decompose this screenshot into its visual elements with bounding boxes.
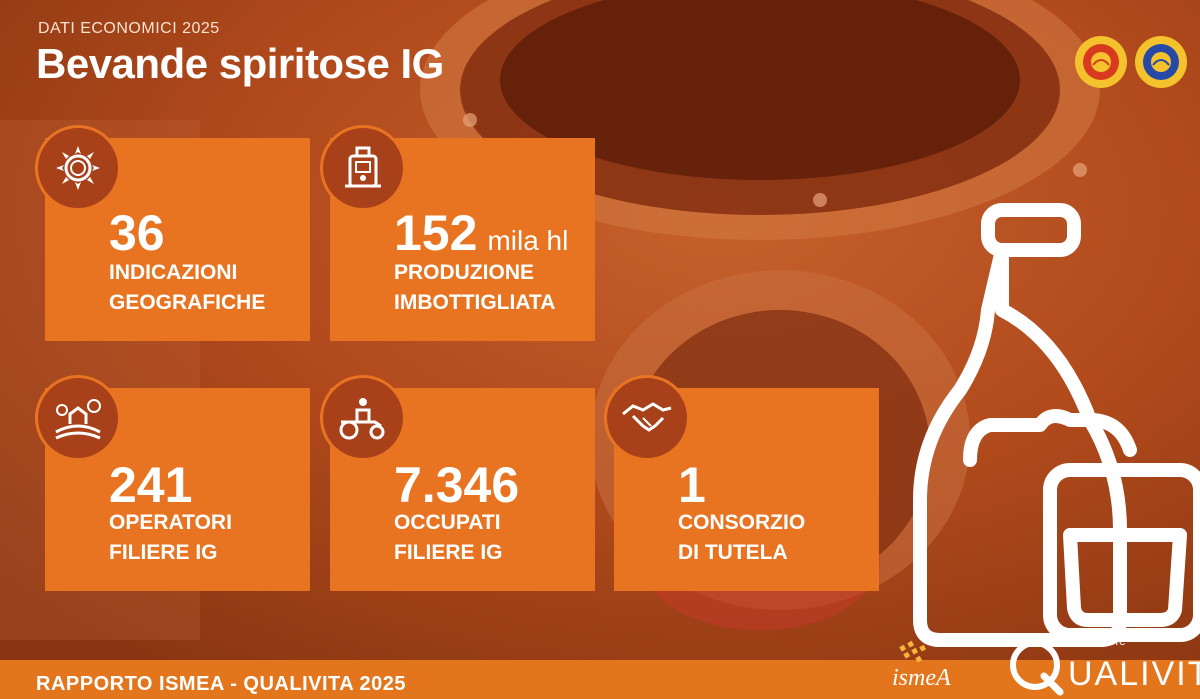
quality-seals (1074, 35, 1188, 89)
stat-label-line1: PRODUZIONE (394, 261, 535, 284)
dop-seal-icon (1075, 36, 1127, 88)
stat-label-line2: GEOGRAFICHE (109, 291, 266, 315)
ismea-logo-text: ismeA (892, 665, 951, 691)
stat-value: 36 (109, 208, 165, 258)
stat-number: 1 (678, 457, 706, 513)
farm-icon (35, 375, 121, 461)
stat-card-indicazioni: 36 INDICAZIONI GEOGRAFICHE (45, 138, 310, 341)
stat-label: CONSORZIO DI TUTELA (678, 508, 805, 569)
stat-label-line2: IMBOTTIGLIATA (394, 291, 556, 315)
stat-label: OPERATORI FILIERE IG (109, 508, 232, 569)
handshake-icon (604, 375, 690, 461)
page-eyebrow: DATI ECONOMICI 2025 (38, 20, 220, 37)
stat-label-line1: CONSORZIO (678, 511, 806, 534)
qualivita-fondazione-text: fondazione (1058, 634, 1127, 648)
stat-number: 241 (109, 457, 193, 513)
stat-label: PRODUZIONE IMBOTTIGLIATA (394, 258, 555, 319)
ismea-logo-icon (899, 640, 927, 663)
sun-icon (35, 125, 121, 211)
stat-label-line2: DI TUTELA (678, 541, 788, 565)
stat-label-line1: OCCUPATI (394, 511, 501, 534)
footer-bar (0, 660, 1200, 699)
bottling-machine-icon (320, 125, 406, 211)
tractor-icon (320, 375, 406, 461)
stat-value: 152 mila hl (394, 208, 568, 258)
stat-label-line2: FILIERE IG (394, 541, 503, 565)
stat-label-line2: FILIERE IG (109, 541, 218, 565)
qualivita-logo-text: UALIVITA (1068, 655, 1200, 693)
stat-number: 36 (109, 205, 165, 261)
stat-value: 1 (678, 460, 706, 510)
stat-number: 152 (394, 205, 478, 261)
stat-label: INDICAZIONI GEOGRAFICHE (109, 258, 265, 319)
bottle-and-glass-icon (913, 203, 1200, 647)
qualivita-q-icon (1010, 640, 1064, 696)
stat-label: OCCUPATI FILIERE IG (394, 508, 503, 569)
page-title: Bevande spiritose IG (36, 40, 444, 87)
stat-value: 241 (109, 460, 192, 510)
stat-value: 7.346 (394, 460, 519, 510)
stat-unit: mila hl (487, 225, 569, 256)
igp-seal-icon (1135, 36, 1187, 88)
stat-label-line1: INDICAZIONI (109, 261, 238, 284)
stat-label-line1: OPERATORI (109, 511, 232, 534)
stat-number: 7.346 (394, 457, 520, 513)
footer-report-title: RAPPORTO ISMEA - QUALIVITA 2025 (36, 673, 407, 695)
